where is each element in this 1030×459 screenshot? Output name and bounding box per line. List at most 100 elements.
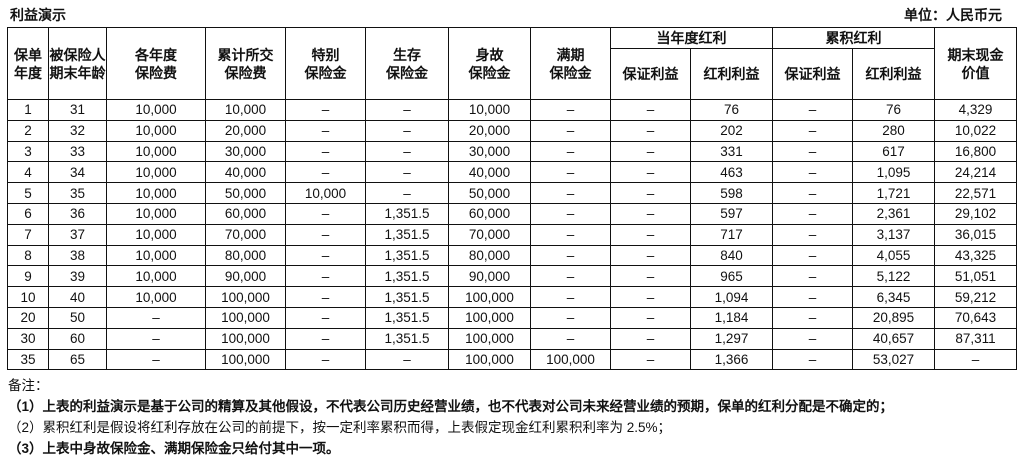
table-cell: 60,000 [205,202,286,225]
table-cell: – [610,306,691,329]
table-cell: – [772,327,853,350]
table-cell: 10,000 [106,286,206,308]
table-cell: – [772,161,853,184]
table-cell: 33 [48,140,107,163]
table-cell: 10,022 [934,119,1017,142]
table-cell: 1,351.5 [365,286,449,308]
table-cell: – [530,223,611,246]
table-cell: – [285,306,366,329]
table-cell: 4,055 [852,244,935,267]
table-cell: 76 [852,99,935,121]
table-cell: – [530,244,611,267]
table-cell: 717 [690,223,773,246]
table-cell: – [610,182,691,204]
table-cell: 100,000 [448,327,531,350]
table-cell: 16,800 [934,140,1017,163]
table-cell: – [610,265,691,288]
header-cum-dividend: 累积红利 [772,27,935,49]
table-cell: – [530,306,611,329]
currency-unit: 单位：人民币元 [904,7,1002,23]
table-row: 6 36 10,000 60,000–1,351.5 60,000– –597–2,361… [7,202,1017,225]
table-cell: 10,000 [106,223,206,246]
header-death: 身故 保险金 [448,27,531,100]
table-cell: 7 [7,223,49,246]
table-cell: 6,345 [852,286,935,308]
header-survival: 生存 保险金 [365,27,449,100]
table-cell: 10 [7,286,49,308]
table-cell: – [530,327,611,350]
table-cell: – [772,140,853,163]
table-cell: 9 [7,265,49,288]
table-cell: 30,000 [448,140,531,163]
table-cell: 1,366 [690,348,773,371]
table-cell: – [285,161,366,184]
table-cell: – [772,244,853,267]
table-cell: 20,000 [205,119,286,142]
table-cell: 8 [7,244,49,267]
table-cell: 80,000 [205,244,286,267]
table-cell: 50 [48,306,107,329]
table-cell: – [285,119,366,142]
table-cell: 5,122 [852,265,935,288]
table-cell: – [772,306,853,329]
table-cell: 90,000 [448,265,531,288]
table-cell: 840 [690,244,773,267]
table-cell: 50,000 [448,182,531,204]
table-cell: – [365,348,449,371]
header-current-dividend: 当年度红利 [610,27,773,49]
table-row: 4 34 10,000 40,000– –40,000– –463–1,095 24,214 [7,161,1017,184]
table-cell: 10,000 [106,119,206,142]
header-dividend: 红利利益 [690,48,773,100]
table-cell: 65 [48,348,107,371]
table-cell: 100,000 [205,327,286,350]
table-cell: – [530,99,611,121]
table-cell: 87,311 [934,327,1017,350]
table-cell: 100,000 [530,348,611,371]
note-3: （3）上表中身故保险金、满期保险金只给付其中一项。 [8,441,340,456]
table-cell: – [285,327,366,350]
table-cell: 1,095 [852,161,935,184]
table-cell: – [285,286,366,308]
table-row: 7 37 10,000 70,000–1,351.5 70,000– –717–3,137… [7,223,1017,246]
table-cell: – [285,140,366,163]
table-cell: 35 [48,182,107,204]
table-cell: 76 [690,99,773,121]
table-cell: 39 [48,265,107,288]
table-cell: 10,000 [205,99,286,121]
table-cell: – [285,99,366,121]
table-cell: – [106,306,206,329]
table-cell: – [610,348,691,371]
table-cell: 43,325 [934,244,1017,267]
table-cell: – [610,140,691,163]
header-cash-value: 期末现金 价值 [934,27,1017,100]
table-cell: 37 [48,223,107,246]
table-cell: – [772,348,853,371]
table-cell: 20,895 [852,306,935,329]
table-cell: 1,351.5 [365,223,449,246]
table-cell: 36 [48,202,107,225]
table-row: 35 65–100,000– –100,000 100,000–1,366–53,02… [7,348,1017,371]
table-cell: – [610,244,691,267]
table-cell: 20 [7,306,49,329]
notes: 备注： （1）上表的利益演示是基于公司的精算及其他假设，不代表公司历史经营业绩，… [8,375,893,459]
table-cell: – [285,265,366,288]
table-cell: – [772,119,853,142]
table-cell: – [530,161,611,184]
table-cell: 1,721 [852,182,935,204]
table-cell: – [106,327,206,350]
header-premium: 各年度 保险费 [106,27,206,100]
table-cell: 80,000 [448,244,531,267]
benefit-table: 保单 年度 被保险人 期末年龄 各年度 保险费 累计所交 保险费 特别 保险金 生存 保险金… [7,27,1017,371]
table-cell: 10,000 [106,265,206,288]
header-age: 被保险人 期末年龄 [48,27,107,100]
table-cell: 22,571 [934,182,1017,204]
note-2: （2）累积红利是假设将红利存放在公司的前提下，按一定利率累积而得，上表假定现金红… [8,420,672,435]
note-1: （1）上表的利益演示是基于公司的精算及其他假设，不代表公司历史经营业绩，也不代表… [8,399,894,414]
table-cell: 100,000 [448,306,531,329]
table-cell: – [530,119,611,142]
table-cell: – [610,327,691,350]
header-guaranteed: 保证利益 [772,48,853,100]
table-cell: – [106,348,206,371]
table-cell: 53,027 [852,348,935,371]
table-cell: 4,329 [934,99,1017,121]
